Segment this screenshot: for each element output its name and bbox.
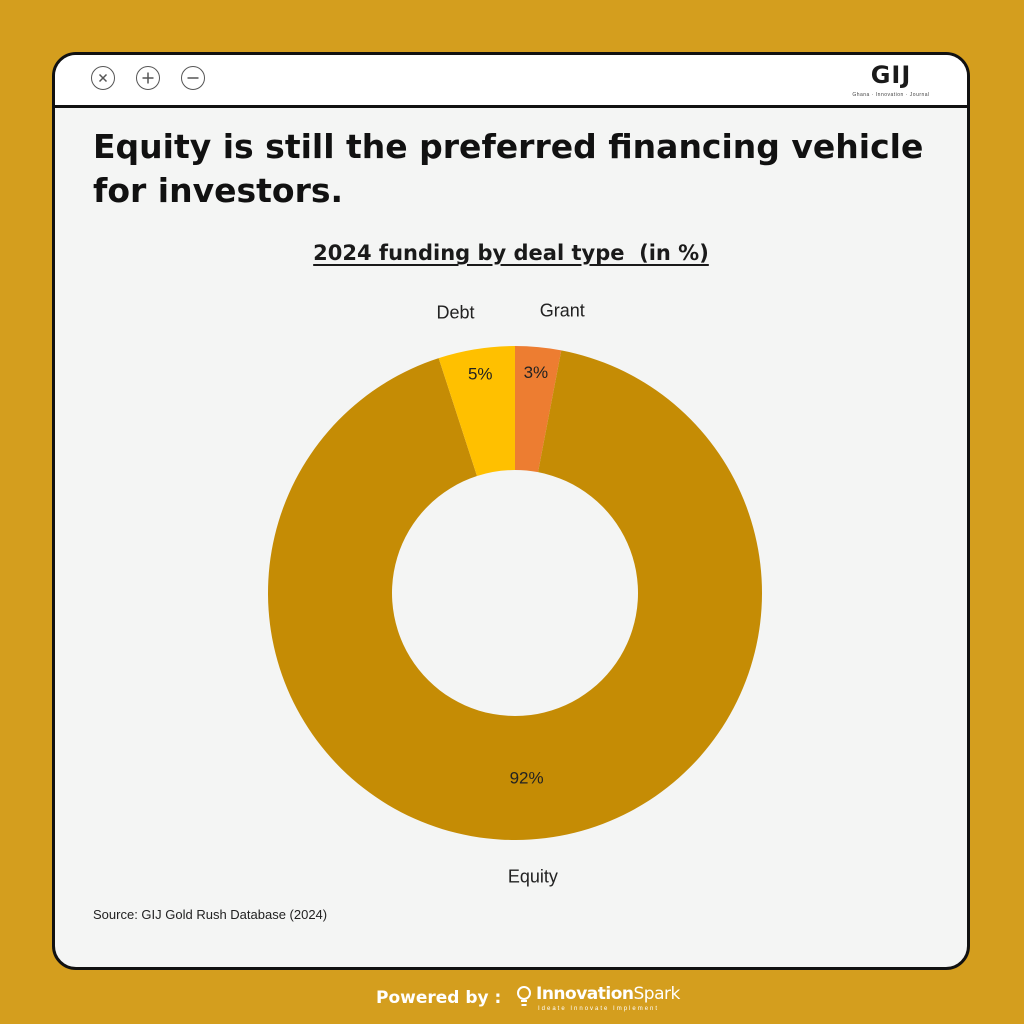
plus-icon [142,72,154,84]
source-note: Source: GIJ Gold Rush Database (2024) [93,907,328,922]
category-label-grant: Grant [540,300,585,320]
window-titlebar: GIJ Ghana · Innovation · Journal [55,55,967,108]
logo-tagline: Ghana · Innovation · Journal [852,92,930,98]
value-label-equity: 92% [510,769,544,788]
slice-debt [438,346,515,477]
value-label-debt: 5% [468,365,493,384]
footer: Powered by : InnovationSpark Ideate Inno… [0,984,1024,1018]
category-label-debt: Debt [437,302,475,322]
headline: Equity is still the preferred financing … [93,127,924,210]
donut-chart: 3% Grant 92% Equity 5% Debt [268,300,762,886]
app-window: GIJ Ghana · Innovation · Journal Equity … [52,52,970,970]
chart-title: 2024 funding by deal type (in %) [313,241,709,265]
brand-suffix: Spark [633,984,681,1004]
minimize-button[interactable] [181,66,205,90]
slice-grant [515,346,562,473]
add-button[interactable] [136,66,160,90]
gij-logo: GIJ Ghana · Innovation · Journal [851,61,931,101]
lightbulb-icon [517,986,531,1006]
value-label-grant: 3% [524,363,549,382]
minus-icon [187,77,199,79]
category-label-equity: Equity [508,866,558,886]
slice-equity [268,350,762,840]
powered-by-label: Powered by : [376,988,502,1008]
brand-name: InnovationSpark [536,984,680,1004]
brand-prefix: Innovation [536,984,634,1004]
close-button[interactable] [91,66,115,90]
brand-tagline: Ideate Innovate Implement [538,1006,660,1012]
close-icon [98,73,108,83]
logo-text: GIJ [870,61,912,89]
